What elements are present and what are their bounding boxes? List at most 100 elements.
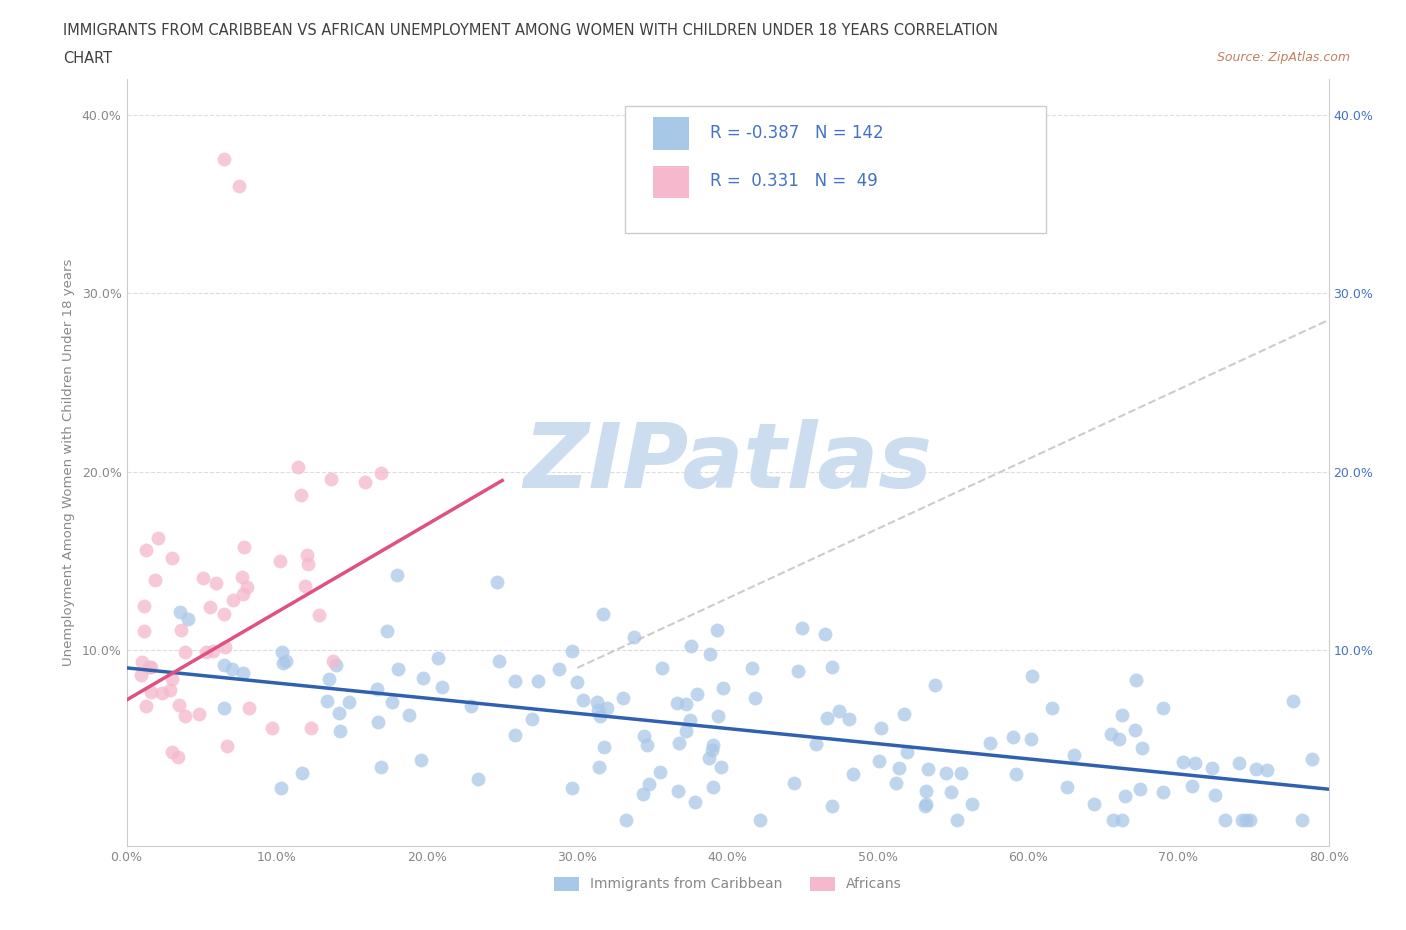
Point [638, 777, 661, 791]
Point [522, 711, 544, 726]
Point [814, 627, 837, 642]
Point [191, 571, 214, 586]
Point [593, 739, 616, 754]
Point [1111, 707, 1133, 722]
Point [430, 680, 453, 695]
Point [1108, 732, 1130, 747]
Point [503, 673, 526, 688]
Point [935, 765, 957, 780]
FancyBboxPatch shape [652, 166, 689, 198]
Point [614, 812, 637, 827]
Point [232, 666, 254, 681]
Point [666, 696, 689, 711]
Point [710, 760, 733, 775]
Point [589, 709, 612, 724]
Point [1123, 723, 1146, 737]
Point [612, 690, 634, 705]
Point [950, 766, 973, 781]
Point [143, 573, 166, 588]
Point [1111, 812, 1133, 827]
Point [325, 658, 347, 672]
Point [1021, 668, 1043, 683]
Point [486, 574, 509, 589]
Point [706, 622, 728, 637]
Point [686, 686, 709, 701]
Point [679, 639, 702, 654]
Point [979, 736, 1001, 751]
Point [707, 709, 730, 724]
Point [321, 472, 343, 486]
Point [1234, 812, 1257, 827]
FancyBboxPatch shape [652, 117, 689, 150]
Point [1244, 762, 1267, 777]
Point [711, 681, 734, 696]
Point [675, 724, 697, 738]
Point [409, 753, 432, 768]
Point [1227, 756, 1250, 771]
Point [744, 690, 766, 705]
Point [170, 622, 193, 637]
Point [299, 720, 322, 735]
Point [1256, 763, 1278, 777]
Point [870, 721, 893, 736]
Point [152, 685, 174, 700]
Point [1230, 812, 1253, 827]
Point [295, 547, 318, 562]
Point [387, 661, 409, 676]
Point [139, 684, 162, 699]
Point [135, 698, 157, 713]
Point [889, 761, 911, 776]
Text: IMMIGRANTS FROM CARIBBEAN VS AFRICAN UNEMPLOYMENT AMONG WOMEN WITH CHILDREN UNDE: IMMIGRANTS FROM CARIBBEAN VS AFRICAN UNE… [63, 23, 998, 38]
Point [159, 683, 181, 698]
Point [270, 780, 292, 795]
Point [1171, 755, 1194, 770]
Point [167, 750, 190, 764]
Point [488, 653, 510, 668]
Point [699, 646, 721, 661]
Point [308, 608, 330, 623]
Point [135, 542, 157, 557]
Point [588, 759, 610, 774]
Point [648, 764, 671, 779]
Point [592, 607, 614, 622]
Point [886, 776, 908, 790]
Point [426, 651, 449, 666]
Point [697, 751, 720, 765]
FancyBboxPatch shape [626, 106, 1046, 232]
Point [786, 664, 808, 679]
Point [1099, 726, 1122, 741]
Point [370, 466, 392, 481]
Point [631, 787, 654, 802]
Point [385, 568, 408, 583]
Point [806, 737, 828, 751]
Point [815, 711, 838, 725]
Point [212, 152, 235, 166]
Point [561, 781, 583, 796]
Point [914, 799, 936, 814]
Point [561, 644, 583, 658]
Point [651, 660, 673, 675]
Point [1239, 812, 1261, 827]
Point [132, 624, 155, 639]
Point [174, 645, 197, 660]
Text: R = -0.387   N = 142: R = -0.387 N = 142 [710, 124, 883, 141]
Point [221, 661, 243, 676]
Point [353, 475, 375, 490]
Point [1291, 812, 1313, 827]
Text: R =  0.331   N =  49: R = 0.331 N = 49 [710, 172, 877, 190]
Point [398, 708, 420, 723]
Point [169, 604, 191, 619]
Point [214, 639, 236, 654]
Point [329, 723, 352, 737]
Point [129, 668, 152, 683]
Point [749, 812, 772, 827]
Point [195, 644, 218, 659]
Point [1130, 740, 1153, 755]
Point [412, 671, 434, 685]
Point [228, 179, 250, 193]
Point [177, 612, 200, 627]
Point [596, 700, 619, 715]
Point [238, 700, 260, 715]
Point [924, 678, 946, 693]
Point [328, 706, 350, 721]
